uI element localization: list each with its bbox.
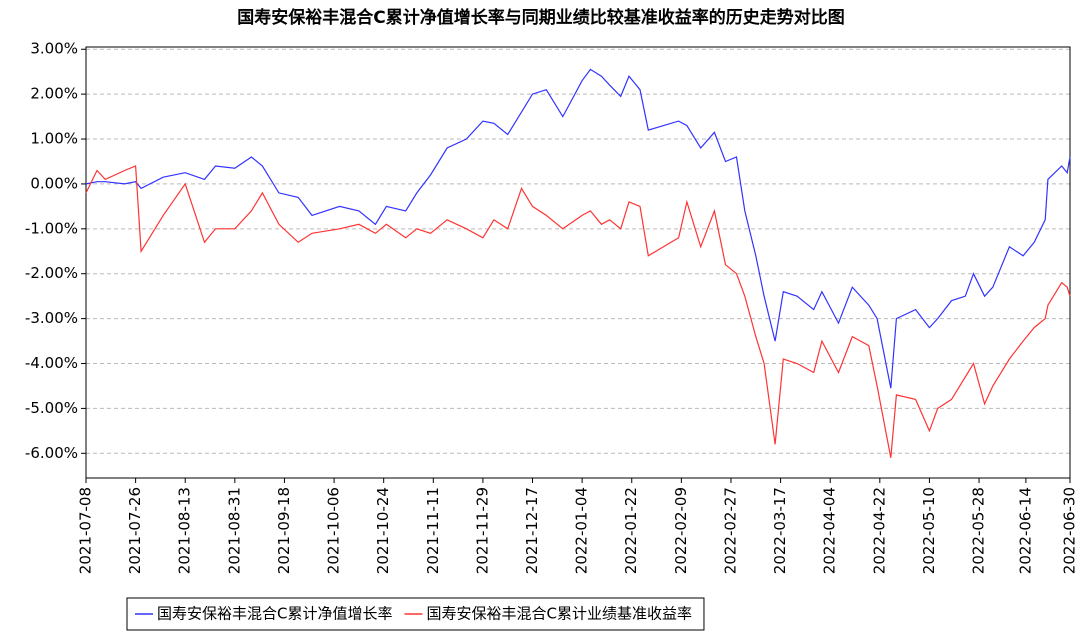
x-tick-label: 2022-05-28 [970, 487, 988, 574]
y-tick-label: -1.00% [25, 219, 78, 237]
y-tick-label: 3.00% [30, 40, 78, 58]
legend-label: 国寿安保裕丰混合C累计净值增长率 [157, 605, 392, 623]
x-tick-label: 2021-11-11 [424, 487, 442, 574]
x-tick-label: 2021-10-24 [374, 487, 392, 574]
x-tick-label: 2021-12-17 [523, 487, 541, 574]
y-tick-label: 2.00% [30, 85, 78, 103]
x-tick-label: 2022-03-17 [771, 487, 789, 574]
y-tick-label: -3.00% [25, 309, 78, 327]
x-tick-label: 2021-11-29 [473, 487, 491, 574]
y-tick-label: 0.00% [30, 174, 78, 192]
x-tick-label: 2022-06-14 [1016, 487, 1034, 574]
x-tick-label: 2022-04-22 [870, 487, 888, 574]
y-tick-label: -5.00% [25, 399, 78, 417]
x-tick-label: 2022-01-04 [573, 487, 591, 574]
x-tick-label: 2021-07-08 [77, 487, 95, 574]
x-tick-label: 2022-04-04 [821, 487, 839, 574]
x-tick-label: 2022-02-27 [721, 487, 739, 574]
y-tick-label: -2.00% [25, 264, 78, 282]
chart-title: 国寿安保裕丰混合C累计净值增长率与同期业绩比较基准收益率的历史走势对比图 [237, 7, 844, 28]
series-line [85, 68, 1071, 389]
y-tick-label: 1.00% [30, 130, 78, 148]
legend-label: 国寿安保裕丰混合C累计业绩基准收益率 [426, 605, 691, 623]
x-tick-label: 2021-10-06 [325, 487, 343, 574]
x-tick-label: 2021-08-31 [225, 487, 243, 574]
x-tick-label: 2022-02-09 [672, 487, 690, 574]
x-tick-label: 2022-06-30 [1061, 487, 1079, 574]
x-tick-label: 2022-05-10 [920, 487, 938, 574]
plot-frame [85, 46, 1071, 479]
x-tick-label: 2021-09-18 [275, 487, 293, 574]
y-tick-label: -4.00% [25, 354, 78, 372]
x-tick-label: 2021-07-26 [126, 487, 144, 574]
y-tick-label: -6.00% [25, 444, 78, 462]
series-line [85, 165, 1071, 458]
x-tick-label: 2022-01-22 [622, 487, 640, 574]
x-tick-label: 2021-08-13 [176, 487, 194, 574]
